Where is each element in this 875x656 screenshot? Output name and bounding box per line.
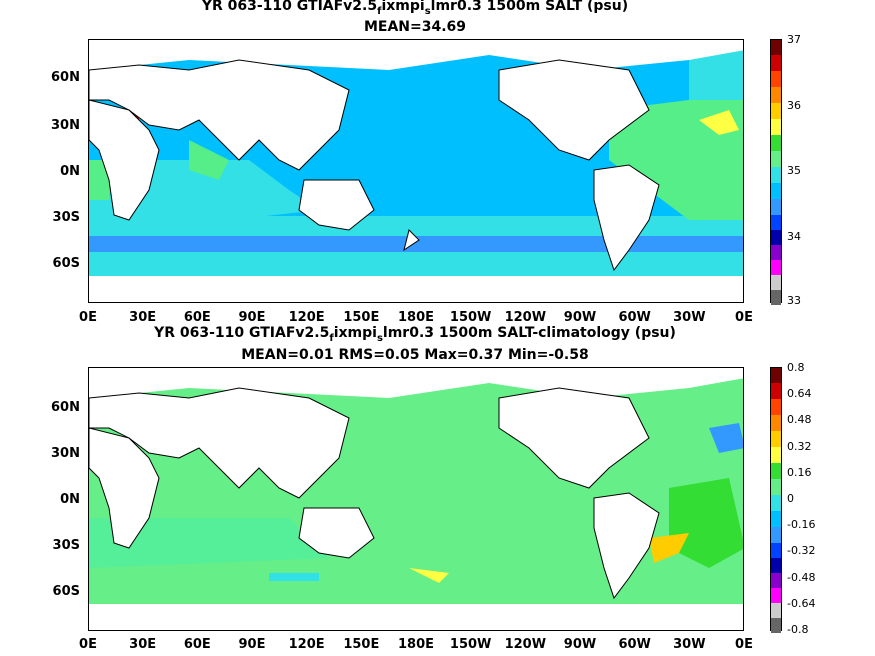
top-title: YR 063-110 GTIAFv2.5fixmpislmr0.3 1500m … xyxy=(201,0,629,17)
top-lat-label: 30S xyxy=(52,210,80,225)
bottom-cb-label: 0.64 xyxy=(787,387,812,401)
bottom-africa xyxy=(89,427,160,549)
bottom-satl-anomaly xyxy=(649,533,689,563)
bottom-natl-blue xyxy=(709,423,743,453)
bottom-lat-label: 30S xyxy=(52,538,80,553)
bottom-lon-label: 30E xyxy=(129,637,157,652)
bottom-lon-label: 0E xyxy=(735,637,753,652)
bottom-lon-label: 120E xyxy=(288,637,325,652)
top-north-america xyxy=(498,59,650,161)
bottom-cb-label: 0.8 xyxy=(787,361,805,374)
top-acc-band xyxy=(89,236,743,252)
top-lat-label: 30N xyxy=(51,118,80,133)
bottom-lon-label: 0E xyxy=(79,637,97,652)
bottom-cb-label: 0.32 xyxy=(787,439,812,453)
top-lon-label: 180E xyxy=(397,310,435,325)
bottom-colorbar xyxy=(770,367,782,633)
top-lon-label: 120E xyxy=(288,310,325,325)
bottom-north-america xyxy=(498,387,650,489)
top-antarctica xyxy=(89,276,743,302)
top-lat-label: 60N xyxy=(51,70,80,85)
bottom-lon-label: 90E xyxy=(238,637,266,652)
bottom-cb-label: -0.32 xyxy=(787,544,816,558)
bottom-cb-label: 0.48 xyxy=(787,413,812,427)
top-map-svg xyxy=(89,40,743,302)
bottom-lat-label: 60S xyxy=(52,584,80,599)
bottom-australia xyxy=(298,507,375,559)
bottom-lon-label: 180E xyxy=(397,637,435,652)
top-cb-label: 35 xyxy=(787,164,801,177)
top-lat-label: 60S xyxy=(52,256,80,271)
bottom-lon-label: 60E xyxy=(183,637,211,652)
top-lon-label: 120W xyxy=(504,310,547,325)
top-lon-label: 150W xyxy=(449,310,492,325)
bottom-cb-label: -0.48 xyxy=(787,570,816,584)
top-arabian-green xyxy=(189,140,229,180)
top-lon-label: 30W xyxy=(673,310,706,325)
bottom-lat-label: 60N xyxy=(51,400,80,415)
bottom-map xyxy=(88,367,744,631)
top-cb-label: 36 xyxy=(787,99,801,112)
top-cb-label: 33 xyxy=(787,294,801,307)
bottom-lon-label: 30W xyxy=(673,637,706,652)
top-lon-label: 90W xyxy=(563,310,597,325)
top-eurasia xyxy=(89,59,350,171)
top-lon-label: 90E xyxy=(238,310,266,325)
bottom-cb-label: -0.64 xyxy=(787,596,816,610)
top-lon-label: 30E xyxy=(129,310,157,325)
bottom-satl-green xyxy=(669,478,743,568)
bottom-antarctica xyxy=(89,604,743,630)
top-atlantic-green xyxy=(609,100,743,220)
bottom-cb-label: -0.8 xyxy=(787,623,809,636)
top-lon-label: 0E xyxy=(79,310,97,325)
bottom-cb-label: -0.16 xyxy=(787,518,816,532)
bottom-cb-label: 0.16 xyxy=(787,465,812,479)
top-lon-label: 60W xyxy=(618,310,651,325)
top-lon-label: 150E xyxy=(343,310,380,325)
top-lat-label: 0N xyxy=(60,164,80,179)
bottom-title: YR 063-110 GTIAFv2.5fixmpislmr0.3 1500m … xyxy=(154,325,676,344)
bottom-south-america xyxy=(593,492,660,600)
bottom-lon-label: 150E xyxy=(343,637,380,652)
top-cb-label: 37 xyxy=(787,33,801,46)
top-south-america xyxy=(593,164,660,272)
top-colorbar xyxy=(770,39,782,305)
top-map xyxy=(88,39,744,303)
top-subtitle: MEAN=34.69 xyxy=(363,19,467,35)
bottom-lon-label: 150W xyxy=(449,637,492,652)
top-cb-label: 34 xyxy=(787,230,801,243)
bottom-lon-label: 90W xyxy=(563,637,597,652)
bottom-eurasia xyxy=(89,387,350,499)
bottom-lon-label: 60W xyxy=(618,637,651,652)
top-lon-label: 60E xyxy=(183,310,211,325)
bottom-lat-label: 30N xyxy=(51,446,80,461)
bottom-map-svg xyxy=(89,368,743,630)
top-lon-label: 0E xyxy=(735,310,753,325)
bottom-lat-label: 0N xyxy=(60,492,80,507)
bottom-subtitle: MEAN=0.01 RMS=0.05 Max=0.37 Min=-0.58 xyxy=(241,347,589,363)
top-africa xyxy=(89,99,160,221)
bottom-cb-label: 0 xyxy=(787,492,794,505)
top-australia xyxy=(298,179,375,231)
bottom-lon-label: 120W xyxy=(504,637,547,652)
